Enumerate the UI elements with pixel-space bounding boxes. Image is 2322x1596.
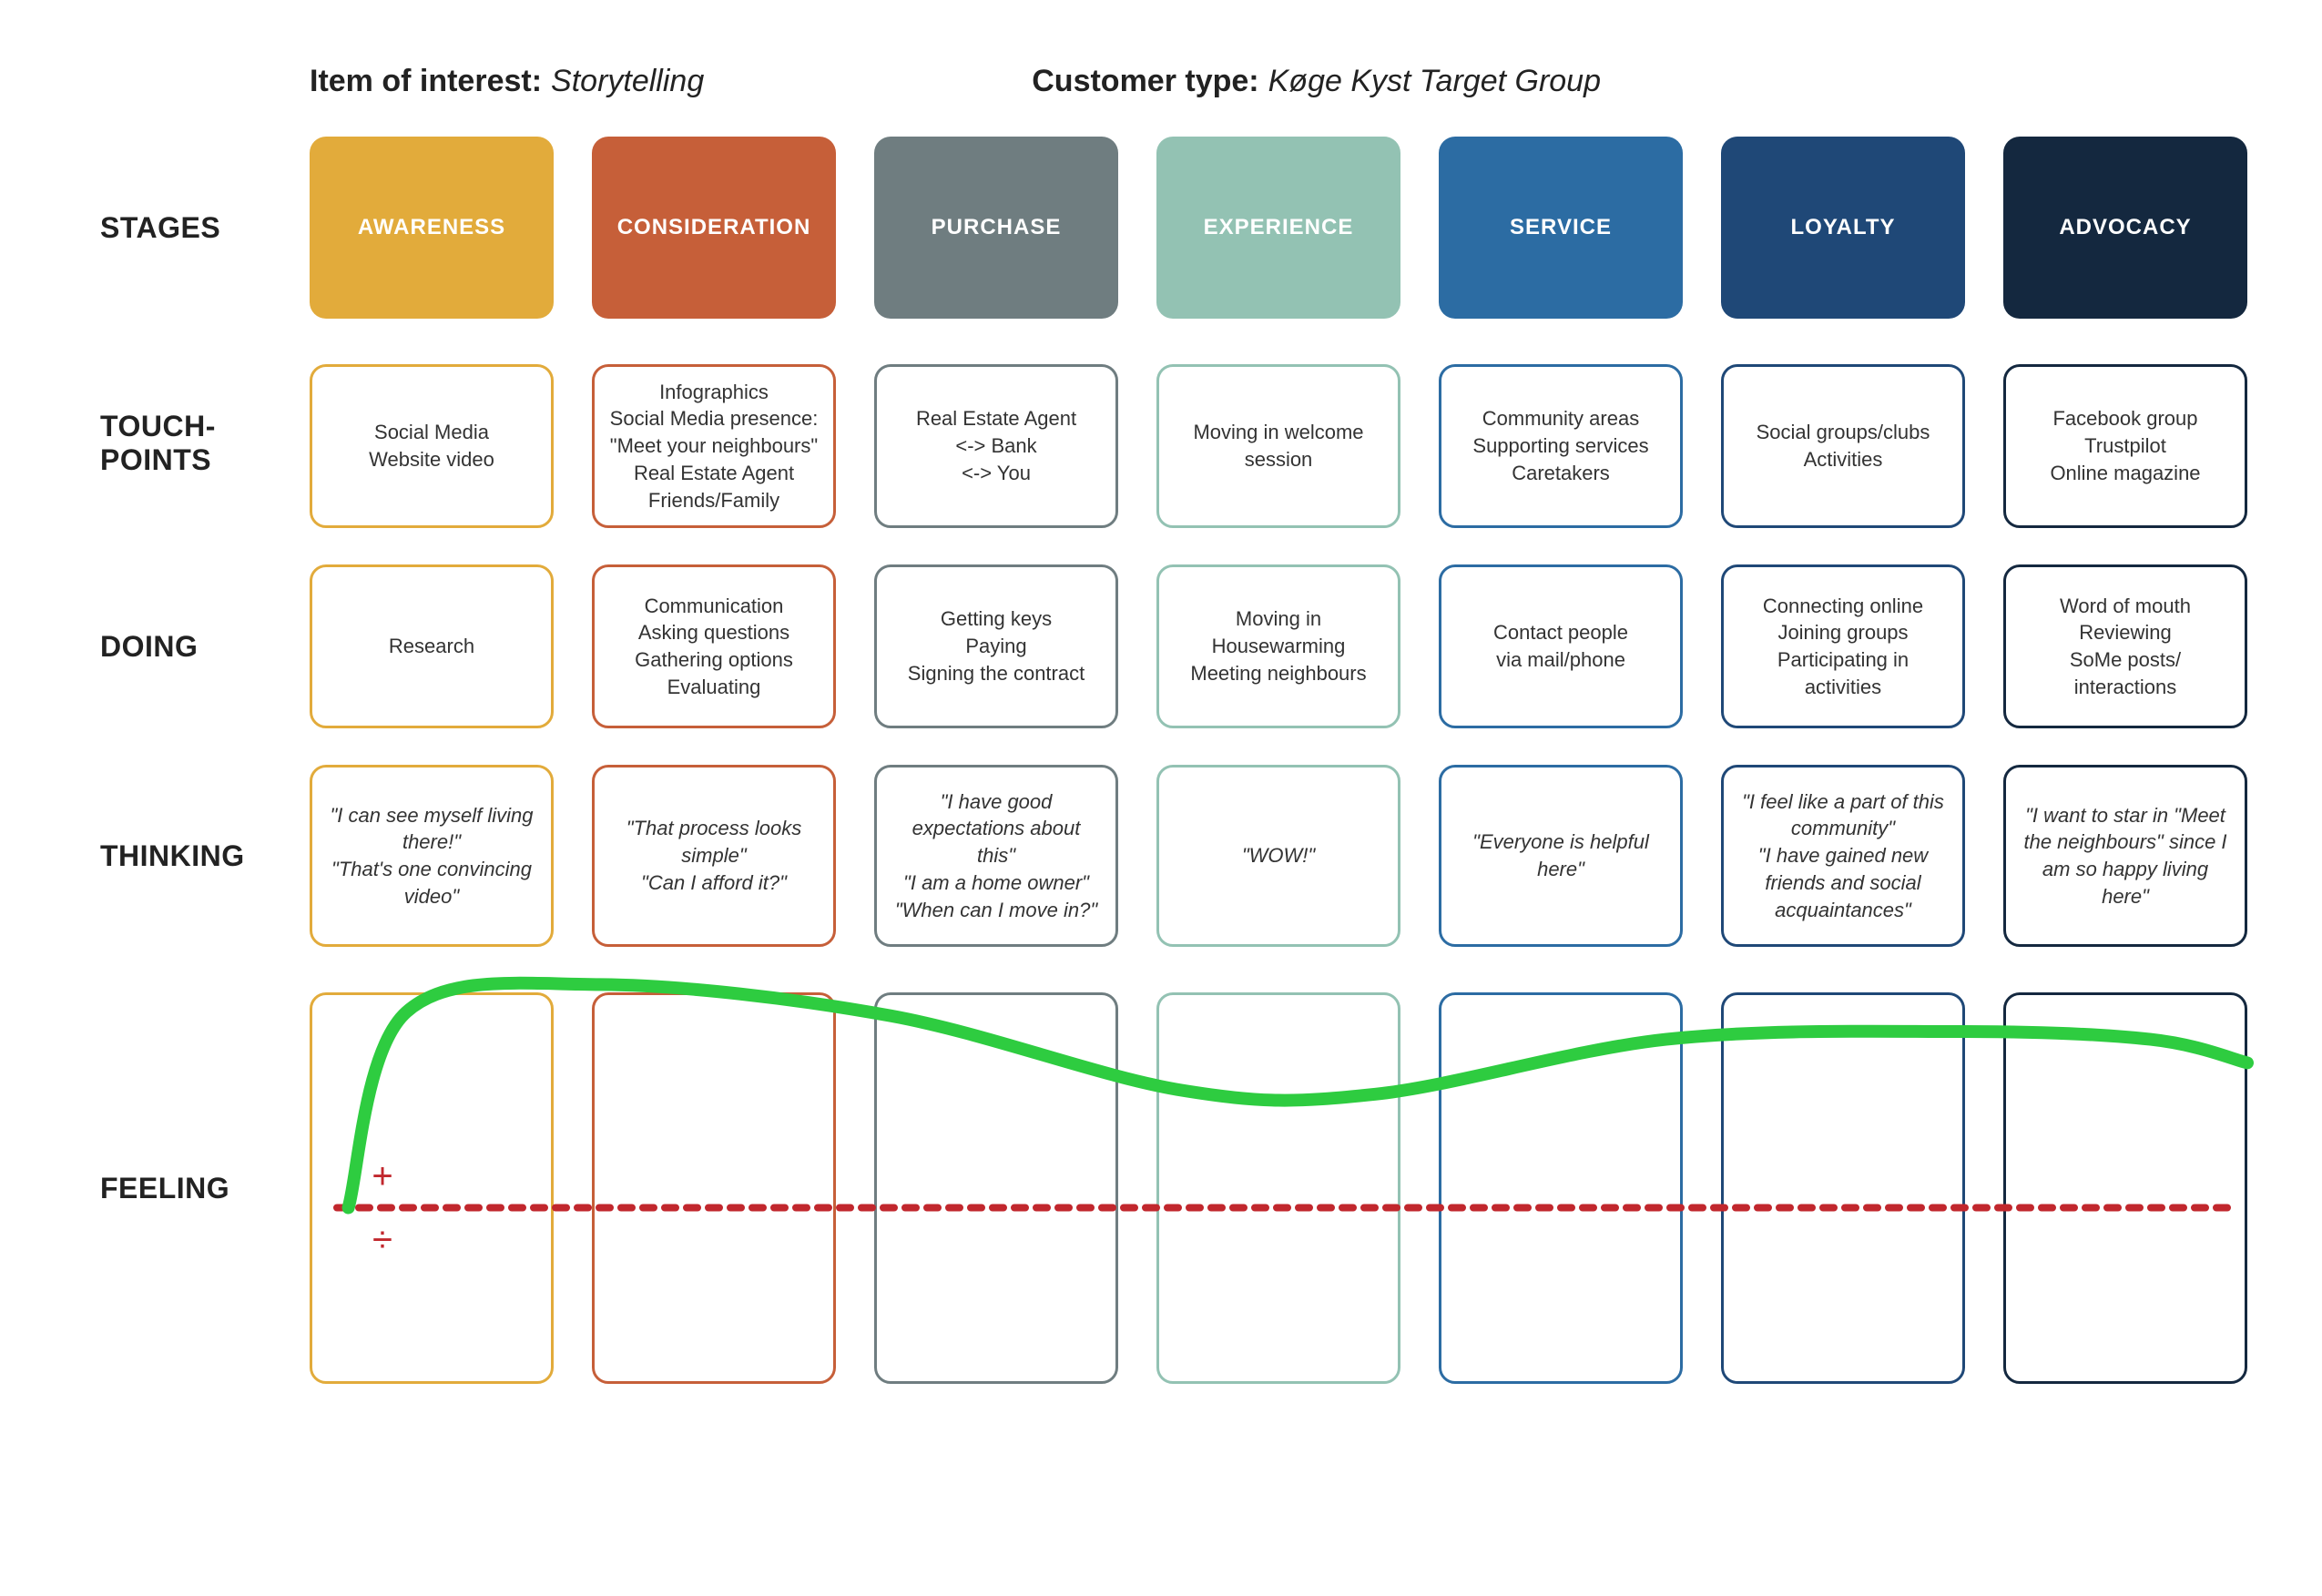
customer-label: Customer type: [1032,64,1258,99]
feeling-minus-icon: ÷ [364,1222,401,1258]
header: Item of interest: Storytelling Customer ty… [310,64,2213,99]
thinking-cell-6: "I want to star in "Meet the neighbours"… [2003,765,2247,947]
thinking-cell-4: "Everyone is helpful here" [1439,765,1683,947]
row-label-doing: DOING [100,630,282,664]
doing-cell-6: Word of mouthReviewingSoMe posts/interac… [2003,564,2247,728]
feeling-curve [349,983,2247,1208]
stage-purchase: PURCHASE [874,137,1118,319]
row-label-thinking: THINKING [100,839,282,873]
customer-type: Customer type: Køge Kyst Target Group [1032,64,1601,99]
stage-experience: EXPERIENCE [1156,137,1400,319]
touchpoint-cell-6: Facebook groupTrustpilotOnline magazine [2003,364,2247,528]
doing-cell-4: Contact peoplevia mail/phone [1439,564,1683,728]
item-label: Item of interest: [310,64,542,99]
row-label-stages: STAGES [100,211,282,245]
stage-service: SERVICE [1439,137,1683,319]
stage-consideration: CONSIDERATION [592,137,836,319]
doing-cell-1: CommunicationAsking questionsGathering o… [592,564,836,728]
doing-cell-3: Moving inHousewarmingMeeting neighbours [1156,564,1400,728]
thinking-cell-5: "I feel like a part of this community""I… [1721,765,1965,947]
doing-cell-0: Research [310,564,554,728]
thinking-cell-3: "WOW!" [1156,765,1400,947]
thinking-cell-2: "I have good expectations about this""I … [874,765,1118,947]
touchpoint-cell-3: Moving in welcome session [1156,364,1400,528]
touchpoint-cell-0: Social MediaWebsite video [310,364,554,528]
stage-awareness: AWARENESS [310,137,554,319]
stage-advocacy: ADVOCACY [2003,137,2247,319]
touchpoint-cell-1: InfographicsSocial Media presence:"Meet … [592,364,836,528]
touchpoint-cell-5: Social groups/clubsActivities [1721,364,1965,528]
feeling-plus-icon: + [364,1158,401,1194]
item-value: Storytelling [551,64,704,99]
thinking-cell-0: "I can see myself living there!""That's … [310,765,554,947]
row-label-touchpoints: TOUCH-POINTS [100,410,282,477]
touchpoint-cell-4: Community areasSupporting servicesCareta… [1439,364,1683,528]
thinking-cell-1: "That process looks simple""Can I afford… [592,765,836,947]
stage-loyalty: LOYALTY [1721,137,1965,319]
doing-cell-2: Getting keysPayingSigning the contract [874,564,1118,728]
row-label-feeling: FEELING [100,1172,282,1205]
feeling-chart [310,992,2247,1384]
customer-value: Køge Kyst Target Group [1268,64,1601,99]
touchpoint-cell-2: Real Estate Agent<-> Bank<-> You [874,364,1118,528]
doing-cell-5: Connecting onlineJoining groupsParticipa… [1721,564,1965,728]
item-of-interest: Item of interest: Storytelling [310,64,704,99]
